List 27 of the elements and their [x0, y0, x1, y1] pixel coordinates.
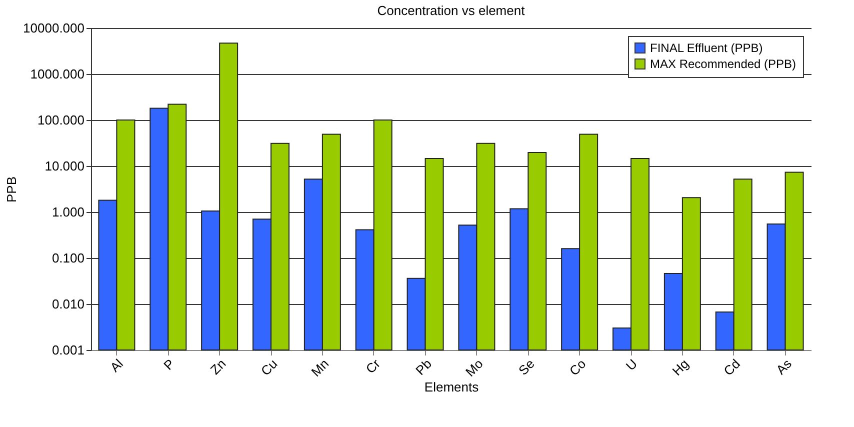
y-tick-label: 1000.000 [30, 66, 84, 82]
x-tick-label: U [622, 356, 640, 374]
x-tick-label: P [160, 356, 178, 373]
y-tick-label: 0.010 [52, 296, 84, 312]
x-axis-title: Elements [424, 379, 480, 394]
x-tick-label: Cd [720, 356, 744, 378]
legend-label: MAX Recommended (PPB) [650, 57, 796, 71]
y-axis-title: PPB [4, 176, 20, 203]
y-tick-label: 10.000 [44, 158, 84, 174]
x-tick-label: Cu [258, 356, 280, 378]
x-tick-label: Pb [412, 356, 434, 378]
legend-label: FINAL Effluent (PPB) [650, 41, 763, 55]
x-tick-label: Mo [462, 356, 486, 380]
y-tick-label: 0.100 [52, 250, 84, 266]
x-tick-label: Cr [362, 356, 384, 376]
x-tick-label: Co [566, 356, 589, 378]
x-tick-label: Zn [207, 356, 229, 378]
x-tick-label: Mn [308, 356, 332, 380]
x-tick-label: Al [107, 356, 126, 375]
y-tick-label: 1.000 [52, 204, 84, 220]
x-tick-label: Hg [669, 356, 692, 378]
y-tick-label: 0.001 [52, 342, 84, 358]
chart-title: Concentration vs element [377, 3, 526, 18]
x-tick-label: Se [515, 356, 538, 378]
x-tick-label: As [773, 356, 795, 378]
y-tick-label: 10000.000 [23, 20, 84, 36]
y-tick-label: 100.000 [38, 112, 84, 128]
